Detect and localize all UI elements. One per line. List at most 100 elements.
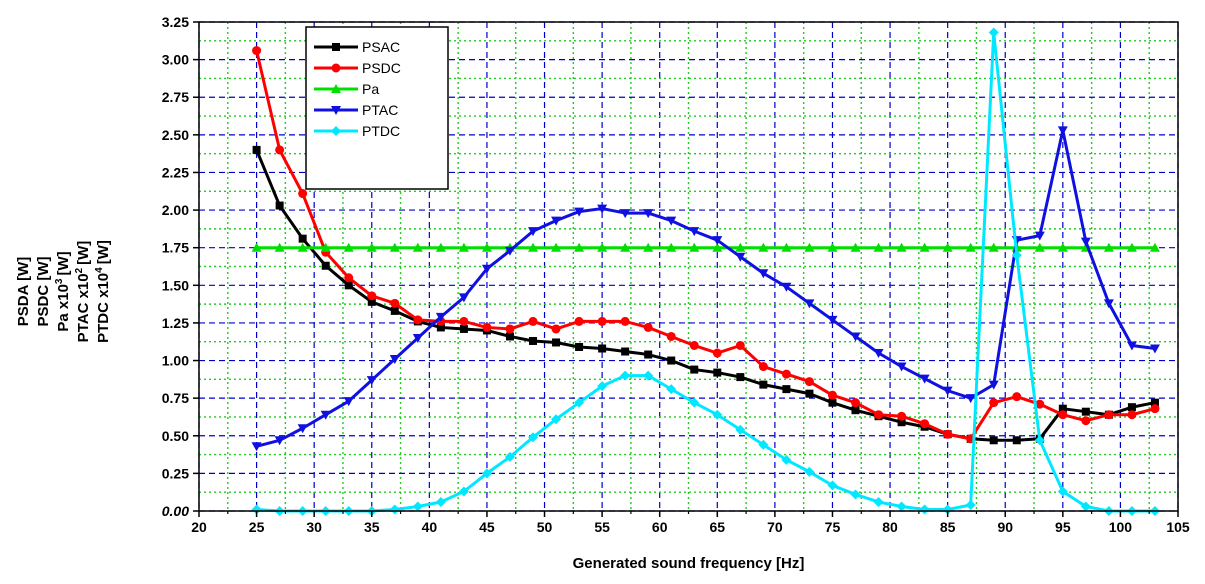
y-tick-label: 2.00 (162, 202, 189, 218)
data-point-ptac (320, 410, 331, 420)
data-point-ptac (504, 246, 515, 256)
y-tick-label: 0.50 (162, 428, 189, 444)
data-point-psdc (1127, 410, 1137, 420)
series-line-psac (255, 149, 1156, 442)
legend-marker (332, 43, 340, 51)
data-point-pa (988, 242, 999, 252)
data-point-psdc (298, 189, 308, 199)
data-point-psdc (413, 315, 423, 325)
legend-label: PSDC (362, 60, 401, 76)
data-point-ptac (965, 394, 976, 404)
data-point-ptdc (574, 397, 585, 408)
y-axis-label-text: PTDC x10 (95, 273, 112, 343)
data-point-pa (574, 242, 585, 252)
y-tick-label: 0.75 (162, 390, 189, 406)
data-point-psdc (827, 390, 837, 400)
data-point-pa (827, 242, 838, 252)
data-point-psdc (804, 377, 814, 387)
data-point-pa (297, 242, 308, 252)
data-point-ptac (481, 264, 492, 274)
data-point-pa (458, 242, 469, 252)
legend-box (305, 26, 449, 190)
x-tick-label: 45 (479, 519, 495, 535)
legend-label: PTAC (362, 102, 398, 118)
legend: PSAC PSDC Pa PTAC PTDC (305, 26, 449, 190)
data-point-ptdc (689, 397, 700, 408)
data-point-ptac (850, 332, 861, 342)
data-point-pa (251, 242, 262, 252)
series-line-psdc (255, 50, 1156, 441)
data-point-ptac (412, 333, 423, 343)
y-axis-label-text: Pa x10 (55, 284, 72, 332)
data-point-psdc (367, 291, 377, 301)
data-point-ptac (804, 299, 815, 309)
data-point-ptdc (504, 451, 515, 462)
data-point-ptac (666, 216, 677, 226)
data-point-psac (805, 389, 814, 398)
y-tick-label: 1.75 (162, 240, 189, 256)
x-tick-label: 65 (710, 519, 726, 535)
data-point-psac (736, 373, 745, 382)
data-point-psdc (897, 411, 907, 421)
y-tick-label: 1.50 (162, 277, 189, 293)
data-point-psac (989, 436, 998, 445)
y-axis-label-line: PTAC x102 [W] (74, 241, 92, 343)
data-point-ptdc (1034, 435, 1045, 446)
data-point-pa (343, 242, 354, 252)
data-point-ptdc (873, 496, 884, 507)
data-point-ptdc (758, 439, 769, 450)
data-point-ptac (689, 227, 700, 237)
data-point-ptdc (1011, 250, 1022, 261)
series-line-ptac (256, 128, 1156, 448)
x-tick-label: 20 (191, 519, 207, 535)
data-point-psdc (620, 316, 630, 326)
data-point-psac (505, 332, 514, 341)
data-point-psac (298, 234, 307, 243)
y-axis-label-line: PSDA [W] (15, 257, 32, 326)
y-axis-label-unit: [W] (95, 240, 112, 264)
data-point-psac (436, 323, 445, 332)
data-point-ptac (551, 216, 562, 226)
data-point-psdc (528, 316, 538, 326)
data-point-ptac (620, 209, 631, 219)
data-point-ptac (389, 355, 400, 365)
data-point-ptac (735, 252, 746, 262)
x-tick-label: 95 (1055, 519, 1071, 535)
data-point-psdc (758, 362, 768, 372)
data-point-psac (344, 281, 353, 290)
y-axis-label-exponent: 2 (74, 267, 85, 273)
y-axis-label-unit: [W] (55, 251, 72, 275)
x-tick-label: 85 (940, 519, 956, 535)
data-point-ptdc (712, 409, 723, 420)
y-axis-label-text: PTAC x10 (75, 273, 92, 342)
data-point-psac (552, 338, 561, 347)
data-point-ptdc (666, 384, 677, 395)
data-point-pa (320, 242, 331, 252)
y-axis-label-exponent: 3 (54, 278, 65, 284)
data-point-ptac (712, 236, 723, 246)
x-tick-label: 75 (825, 519, 841, 535)
data-point-ptac (1149, 344, 1160, 354)
series-ptac (251, 126, 1160, 452)
y-axis-label-text: PSDC [W] (35, 257, 52, 327)
data-point-ptac (597, 204, 608, 214)
data-point-psdc (252, 46, 262, 56)
data-point-psac (690, 365, 699, 374)
data-point-psdc (1035, 399, 1045, 409)
data-point-ptdc (528, 432, 539, 443)
series-layer (251, 27, 1160, 516)
data-point-psdc (643, 322, 653, 332)
legend-label: PSAC (362, 39, 400, 55)
y-tick-label: 2.75 (162, 89, 189, 105)
data-point-pa (1034, 242, 1045, 252)
data-point-pa (412, 242, 423, 252)
data-point-pa (919, 242, 930, 252)
data-point-ptdc (965, 499, 976, 510)
series-ptdc (251, 27, 1160, 516)
data-point-psdc (574, 316, 584, 326)
data-point-ptdc (827, 480, 838, 491)
data-point-ptdc (850, 489, 861, 500)
data-point-psac (598, 344, 607, 353)
data-point-ptdc (804, 466, 815, 477)
